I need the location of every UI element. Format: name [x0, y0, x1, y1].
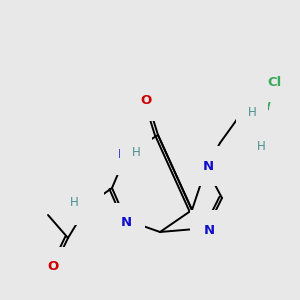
- Text: N: N: [120, 217, 132, 230]
- Text: H: H: [70, 196, 78, 208]
- Text: H: H: [248, 106, 256, 119]
- Text: O: O: [47, 260, 58, 274]
- Text: H: H: [256, 140, 266, 154]
- Text: H: H: [132, 146, 140, 158]
- Text: N: N: [202, 160, 214, 172]
- Text: O: O: [140, 94, 152, 107]
- Text: Cl: Cl: [268, 76, 282, 88]
- Text: N: N: [203, 224, 214, 236]
- Text: N: N: [117, 148, 129, 161]
- Text: N: N: [80, 199, 91, 212]
